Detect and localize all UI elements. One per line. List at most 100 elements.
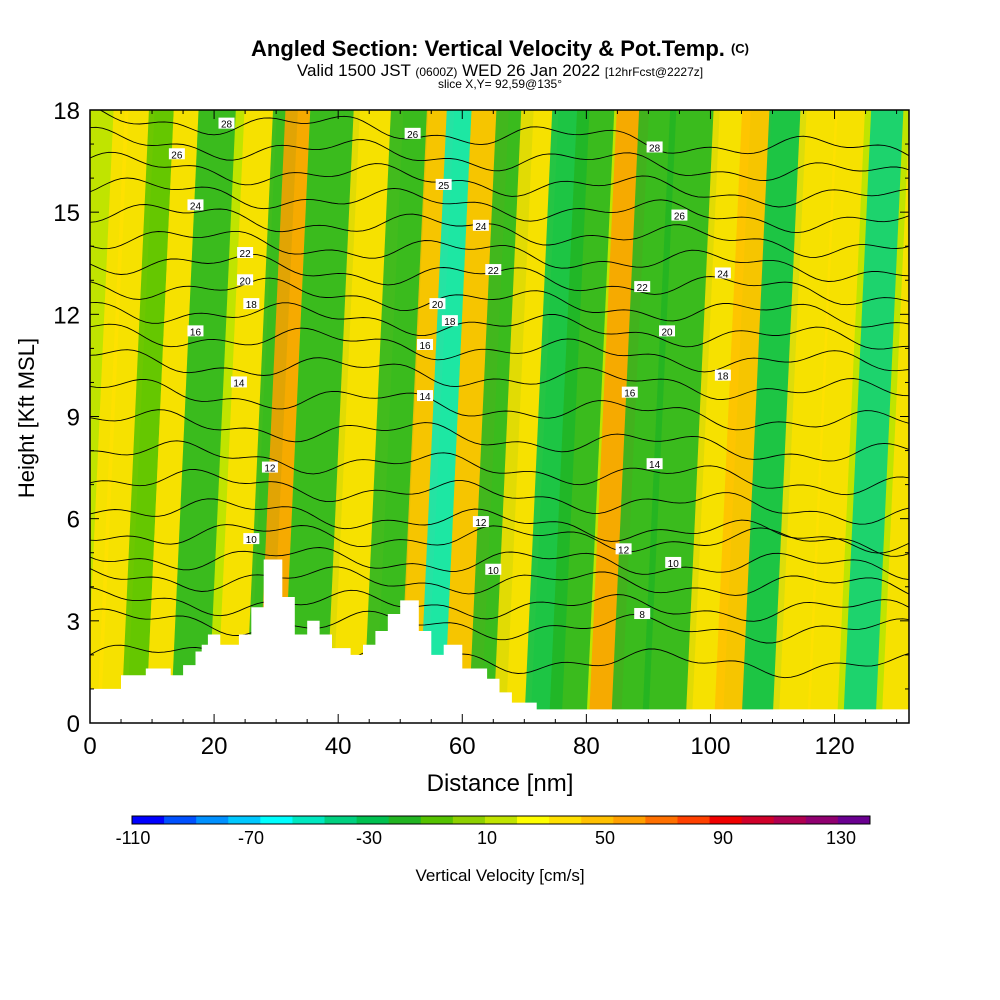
contour-label: 14 [646,458,663,471]
contour-label: 16 [417,338,434,352]
colorbar-swatch [228,816,261,824]
theta-contour [90,277,909,328]
x-tick-label: 40 [325,733,352,760]
colorbar-swatch [388,816,422,824]
colorbar-swatch [517,816,550,824]
colorbar: -110 -70 -30 10 50 90 130 [116,815,871,848]
contour-label-text: 24 [717,269,729,280]
forecast-info: [12hrFcst@2227z] [604,65,704,79]
terrain [90,559,909,723]
contour-label-text: 18 [444,317,456,328]
contour-label: 10 [665,556,682,570]
contour-label-bg [417,390,434,402]
y-tick-label: 15 [53,200,80,227]
contour-label-bg [472,516,489,528]
colorbar-swatch [356,816,390,824]
contour-label: 26 [671,209,688,223]
contour-label-bg [261,461,278,473]
theta-contour [99,110,909,157]
contour-label: 10 [243,533,260,546]
utc-time: (0600Z) [415,65,458,79]
contour-label-bg [237,274,254,286]
velocity-band [216,110,277,723]
chart-title-text: Angled Section: Vertical Velocity & Pot.… [251,36,725,61]
contour-label-bg [659,325,676,337]
theta-contour [90,204,909,258]
theta-contour [90,469,909,525]
contour-label: 22 [237,247,254,260]
contour-label: 20 [429,298,446,311]
colorbar-swatch [581,816,614,824]
colorbar-swatch [132,816,165,824]
y-tick-label: 12 [53,302,80,329]
contour-label-bg [404,127,421,139]
contour-label: 26 [404,127,421,141]
contour-label-text: 25 [438,181,450,192]
contour-label-text: 16 [624,389,636,400]
velocity-band [418,110,472,723]
contour-label-bg [714,267,731,279]
theta-contour [90,524,909,557]
contour-label-text: 12 [264,464,276,475]
x-axis-label: Distance [nm] [427,770,574,797]
theta-contour [90,126,909,181]
axes: 0 20 40 60 80 100 120 0 3 6 9 12 15 18 [53,98,909,760]
contour-label-bg [621,386,638,398]
contour-label: 10 [485,563,502,577]
chart-title-tag: (C) [730,41,749,56]
contour-label-text: 12 [475,518,487,529]
y-tick-label: 18 [53,98,80,125]
colorbar-swatch [677,816,711,824]
theta-contour [90,498,909,554]
colorbar-tick-label: 10 [477,828,497,848]
contour-label-text: 18 [717,372,729,383]
contour-label: 24 [187,199,204,212]
colorbar-swatch [324,816,358,824]
contour-label-bg [187,325,204,337]
velocity-band [642,110,720,723]
x-tick-label: 120 [815,733,855,760]
contour-label: 16 [621,386,638,400]
theta-contour [90,230,909,282]
contour-label: 26 [168,148,185,161]
contour-label: 20 [659,325,676,338]
y-tick-label: 0 [67,711,80,738]
contour-label: 24 [472,219,489,233]
contour-label-text: 28 [649,143,661,154]
contour-label-text: 18 [246,300,258,311]
contour-labels: 1012141618202224262826252422201816141210… [168,117,731,621]
contour-label: 8 [634,608,651,621]
theta-contour [90,323,909,373]
contour-label: 18 [441,315,458,328]
contour-label-text: 20 [432,300,444,311]
velocity-band [145,110,199,723]
colorbar-swatch [452,816,486,824]
velocity-band [493,110,559,723]
contour-label-text: 16 [190,327,202,338]
x-tick-label: 100 [690,733,730,760]
contour-label-bg [634,608,651,620]
contour-label-bg [646,458,663,470]
theta-contour [90,566,909,596]
colorbar-swatch [164,816,197,824]
contour-label-bg [665,556,682,568]
contour-label-text: 22 [488,266,500,277]
contour-label-text: 14 [649,460,661,471]
contour-label-text: 20 [240,276,252,287]
colorbar-swatch [420,816,454,824]
contour-label: 16 [187,325,204,338]
x-tick-label: 0 [83,733,96,760]
slice-info: slice X,Y= 92,59@135° [437,77,563,91]
x-tick-label: 80 [573,733,600,760]
colorbar-frame [131,815,871,825]
y-tick-label: 9 [67,405,80,432]
contour-label-bg [417,338,434,350]
valid-time: Valid 1500 JST [296,61,411,80]
colorbar-swatch [741,816,775,824]
theta-contour [90,586,909,622]
theta-contours [90,110,909,679]
x-tick-label: 60 [449,733,476,760]
contour-label: 18 [714,369,731,383]
velocity-band [611,110,677,723]
colorbar-swatch [292,816,326,824]
